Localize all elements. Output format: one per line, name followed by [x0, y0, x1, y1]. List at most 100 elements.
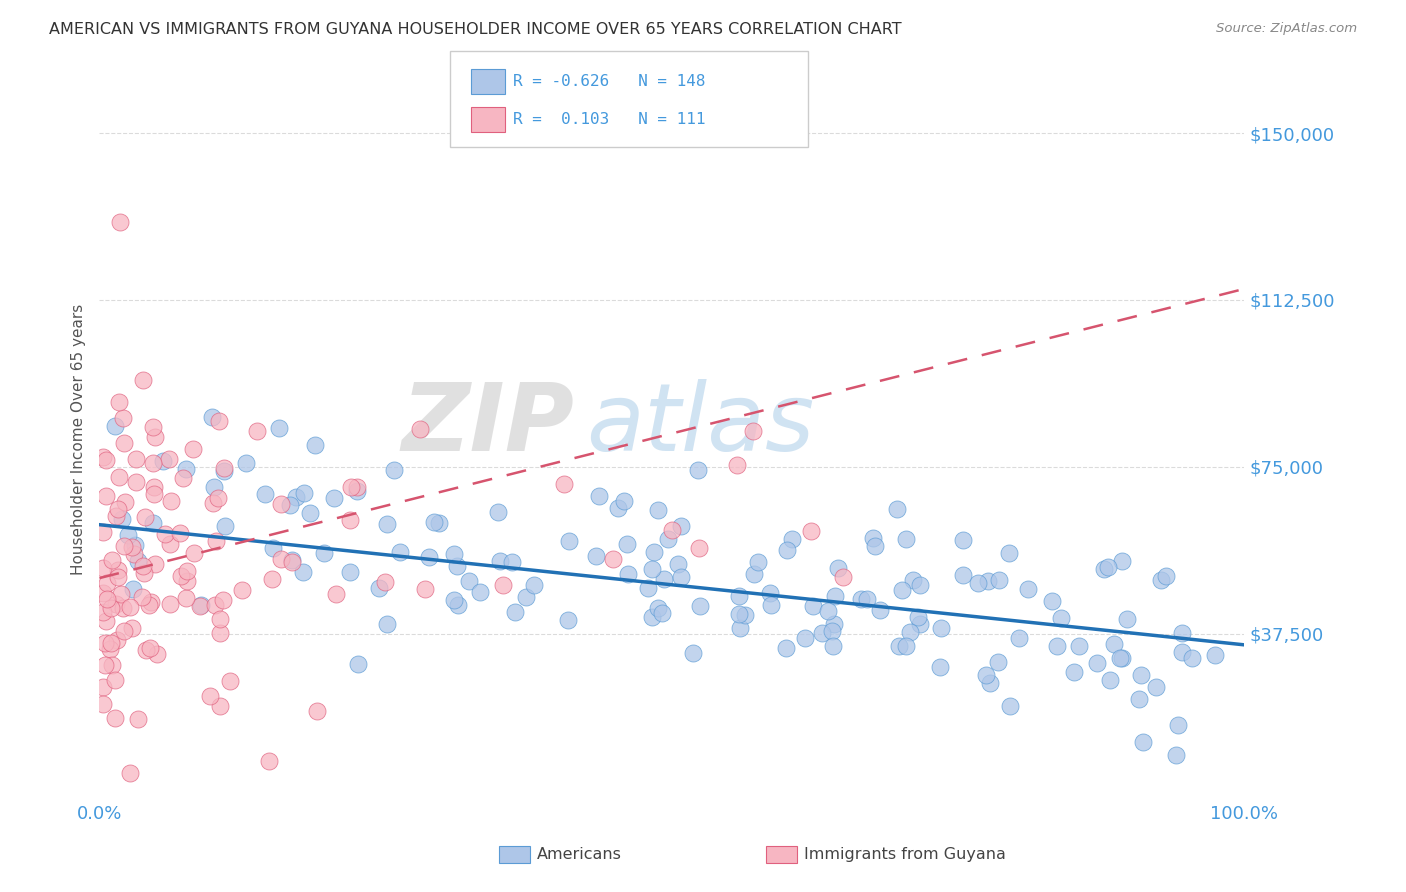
- Point: [91, 680, 114, 694]
- Point: [637, 581, 659, 595]
- Point: [657, 532, 679, 546]
- Point: [688, 463, 710, 477]
- Point: [443, 592, 465, 607]
- Point: [204, 598, 226, 612]
- Point: [108, 470, 131, 484]
- Point: [418, 550, 440, 565]
- Point: [91, 605, 114, 619]
- Point: [799, 524, 821, 538]
- Point: [172, 471, 194, 485]
- Point: [91, 450, 114, 465]
- Point: [728, 621, 751, 635]
- Point: [135, 643, 157, 657]
- Point: [1204, 648, 1226, 662]
- Point: [427, 516, 450, 531]
- Point: [553, 477, 575, 491]
- Y-axis label: Householder Income Over 65 years: Householder Income Over 65 years: [72, 303, 86, 574]
- Point: [1149, 574, 1171, 588]
- Point: [105, 632, 128, 647]
- Point: [775, 640, 797, 655]
- Point: [801, 599, 824, 614]
- Point: [651, 607, 673, 621]
- Point: [132, 566, 155, 580]
- Point: [1008, 631, 1031, 645]
- Point: [669, 570, 692, 584]
- Point: [1132, 735, 1154, 749]
- Point: [979, 675, 1001, 690]
- Point: [131, 558, 153, 573]
- Point: [831, 570, 853, 584]
- Point: [108, 215, 131, 229]
- Point: [1171, 645, 1194, 659]
- Point: [929, 621, 952, 635]
- Point: [91, 698, 114, 712]
- Point: [107, 563, 129, 577]
- Point: [96, 489, 118, 503]
- Point: [94, 636, 117, 650]
- Point: [1166, 747, 1188, 762]
- Point: [204, 534, 226, 549]
- Point: [118, 600, 141, 615]
- Point: [138, 598, 160, 612]
- Point: [643, 544, 665, 558]
- Point: [523, 578, 546, 592]
- Point: [977, 574, 1000, 588]
- Point: [104, 597, 127, 611]
- Point: [299, 506, 322, 520]
- Point: [952, 568, 974, 582]
- Point: [869, 603, 891, 617]
- Point: [235, 456, 257, 470]
- Point: [862, 531, 884, 545]
- Point: [100, 552, 122, 566]
- Point: [607, 501, 630, 516]
- Point: [423, 515, 446, 529]
- Point: [281, 555, 304, 569]
- Point: [907, 610, 929, 624]
- Point: [734, 607, 756, 622]
- Point: [976, 668, 998, 682]
- Point: [142, 487, 165, 501]
- Point: [1063, 665, 1085, 679]
- Point: [174, 591, 197, 606]
- Point: [202, 479, 225, 493]
- Point: [894, 639, 917, 653]
- Point: [104, 509, 127, 524]
- Point: [174, 461, 197, 475]
- Point: [201, 409, 224, 424]
- Point: [1171, 625, 1194, 640]
- Point: [212, 592, 235, 607]
- Point: [142, 419, 165, 434]
- Point: [901, 573, 924, 587]
- Point: [96, 614, 118, 628]
- Point: [212, 464, 235, 478]
- Point: [107, 501, 129, 516]
- Point: [987, 573, 1010, 587]
- Point: [616, 537, 638, 551]
- Point: [159, 536, 181, 550]
- Point: [270, 497, 292, 511]
- Point: [91, 525, 114, 540]
- Point: [1144, 680, 1167, 694]
- Point: [1050, 611, 1073, 625]
- Point: [558, 533, 581, 548]
- Point: [1092, 562, 1115, 576]
- Point: [98, 642, 121, 657]
- Point: [856, 591, 879, 606]
- Point: [183, 546, 205, 560]
- Point: [125, 475, 148, 490]
- Point: [780, 532, 803, 546]
- Point: [669, 519, 692, 533]
- Point: [886, 502, 908, 516]
- Point: [741, 424, 763, 438]
- Point: [127, 712, 149, 726]
- Point: [325, 586, 347, 600]
- Point: [827, 561, 849, 575]
- Point: [181, 442, 204, 457]
- Point: [824, 589, 846, 603]
- Point: [121, 540, 143, 554]
- Point: [817, 604, 839, 618]
- Text: Immigrants from Guyana: Immigrants from Guyana: [804, 847, 1007, 862]
- Point: [727, 607, 749, 621]
- Point: [389, 545, 412, 559]
- Point: [409, 422, 432, 436]
